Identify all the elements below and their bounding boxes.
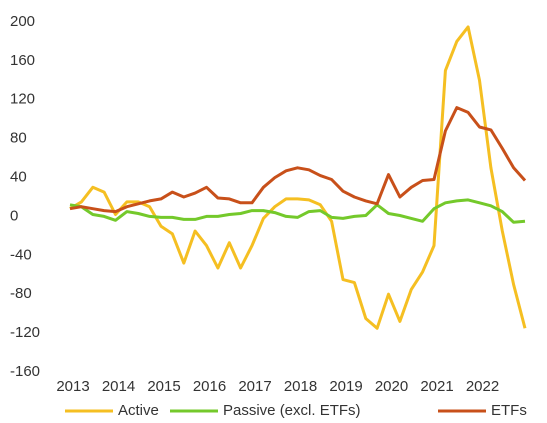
- y-tick-label: -80: [10, 285, 32, 302]
- x-tick-label: 2013: [56, 378, 89, 395]
- x-tick-label: 2017: [238, 378, 271, 395]
- x-tick-label: 2020: [375, 378, 408, 395]
- y-tick-label: -40: [10, 246, 32, 263]
- legend-label: Passive (excl. ETFs): [223, 402, 361, 419]
- x-tick-label: 2021: [420, 378, 453, 395]
- line-series: [69, 106, 527, 214]
- x-tick-label: 2022: [466, 378, 499, 395]
- y-tick-label: 40: [10, 169, 27, 186]
- y-tick-label: 200: [10, 13, 35, 30]
- line-series: [69, 198, 526, 224]
- legend-label: ETFs: [491, 402, 527, 419]
- x-tick-label: 2016: [193, 378, 226, 395]
- y-tick-label: -120: [10, 324, 40, 341]
- x-tick-label: 2014: [102, 378, 135, 395]
- y-tick-label: 0: [10, 207, 18, 224]
- y-tick-label: 160: [10, 52, 35, 69]
- line-series: [69, 25, 527, 330]
- legend-label: Active: [118, 402, 159, 419]
- x-tick-label: 2015: [147, 378, 180, 395]
- x-tick-label: 2019: [329, 378, 362, 395]
- x-tick-label: 2018: [284, 378, 317, 395]
- y-tick-label: -160: [10, 363, 40, 380]
- y-tick-label: 120: [10, 91, 35, 108]
- y-tick-label: 80: [10, 130, 27, 147]
